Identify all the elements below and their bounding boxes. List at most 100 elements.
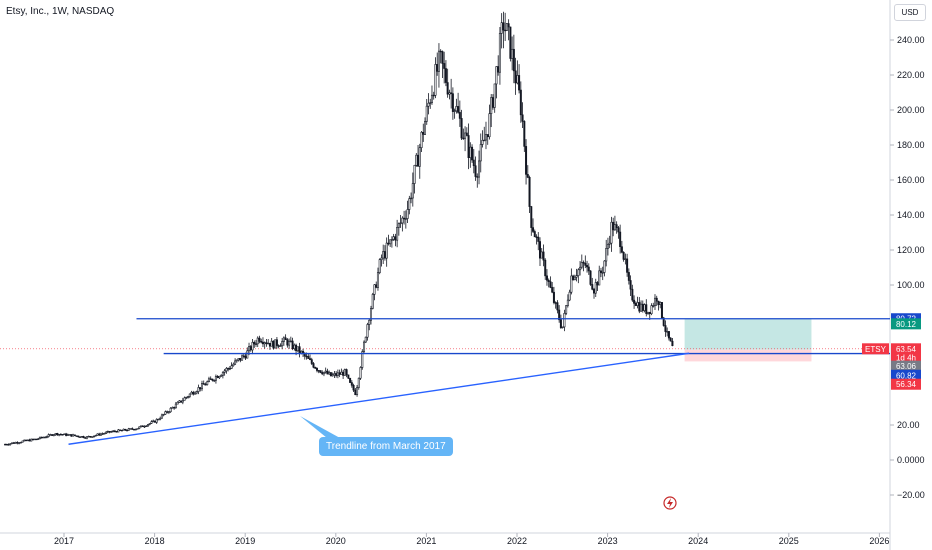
candle [429, 98, 432, 109]
candle [315, 367, 318, 373]
candle-body [9, 443, 12, 445]
candle-body [490, 97, 493, 114]
candle [545, 269, 548, 286]
candle [368, 318, 371, 331]
candle-body [554, 302, 557, 304]
candle-body [49, 434, 52, 436]
candle-body [343, 369, 346, 376]
candle-body [110, 431, 113, 433]
candle-body [500, 22, 503, 34]
candle-body [437, 50, 440, 72]
candle-body [418, 147, 421, 167]
candle-body [478, 160, 481, 178]
candle [30, 438, 33, 442]
candle [653, 294, 656, 311]
candle-body [345, 369, 348, 376]
x-tick-label: 2025 [779, 536, 799, 546]
candle [664, 320, 667, 337]
candle-body [253, 342, 256, 345]
candle [404, 210, 407, 229]
candle-body [608, 242, 611, 245]
candle [185, 396, 188, 400]
candle [268, 342, 271, 350]
candle [554, 301, 557, 309]
candle-body [159, 417, 162, 420]
candle [340, 368, 343, 375]
candle-body [30, 438, 33, 442]
candle-body [293, 344, 296, 350]
candle [601, 266, 604, 281]
candle [469, 142, 472, 168]
candle [256, 336, 259, 348]
candle [532, 218, 535, 233]
candle-body [620, 246, 623, 253]
lightning-alert-icon[interactable] [663, 496, 677, 510]
candle-body [505, 23, 508, 31]
candle-body [664, 325, 667, 332]
candle [73, 434, 76, 437]
candle-body [322, 371, 325, 375]
candle [598, 265, 601, 286]
candle [70, 434, 73, 437]
candle-body [446, 82, 449, 95]
candle [667, 331, 670, 341]
candle-body [580, 262, 583, 268]
candle [40, 436, 43, 439]
candle [293, 343, 296, 351]
candle [359, 366, 362, 380]
candle [288, 338, 291, 349]
candle [197, 384, 200, 395]
candle-body [153, 420, 156, 423]
candle [85, 436, 88, 440]
candle [641, 300, 644, 313]
candle [530, 205, 533, 236]
candle-body [385, 242, 388, 259]
candle-body [636, 302, 639, 306]
candle-body [174, 403, 177, 409]
x-tick-label: 2019 [235, 536, 255, 546]
candle [7, 443, 10, 446]
candle-body [279, 345, 282, 347]
candle [150, 420, 153, 425]
currency-selector[interactable]: USD [894, 4, 926, 21]
candle [4, 443, 7, 446]
candle [75, 435, 78, 437]
candle-body [373, 284, 376, 295]
candle-body [206, 381, 209, 385]
candle-body [566, 299, 569, 306]
candle-body [221, 372, 224, 376]
candle-body [237, 358, 240, 361]
candle [275, 336, 278, 349]
candle [420, 130, 423, 152]
candle [35, 438, 38, 441]
candle [516, 60, 519, 85]
candle-body [218, 376, 221, 379]
candle [153, 420, 156, 423]
candle [401, 216, 404, 232]
candle [493, 83, 496, 113]
candle-body [241, 355, 244, 361]
candle [472, 149, 475, 174]
candlestick-series [4, 11, 674, 446]
candle [187, 395, 190, 399]
candle [606, 237, 609, 256]
candle [406, 200, 409, 224]
candle [51, 434, 54, 437]
candle-body [192, 391, 195, 395]
candle [91, 436, 94, 438]
x-tick-label: 2026 [869, 536, 889, 546]
candle-body [272, 340, 275, 349]
candle [96, 433, 99, 436]
candle-body [371, 294, 374, 309]
trendline-callout: Trendline from March 2017 [319, 437, 453, 456]
candle [307, 353, 310, 359]
candle [573, 274, 576, 281]
candle-body [326, 370, 329, 375]
price-badge-label: 63.54 [896, 345, 917, 354]
candle-body [359, 367, 362, 379]
drawn-lines[interactable] [68, 318, 890, 445]
price-badge-bg [891, 378, 921, 390]
candle-body [190, 391, 193, 395]
candle [138, 426, 141, 430]
